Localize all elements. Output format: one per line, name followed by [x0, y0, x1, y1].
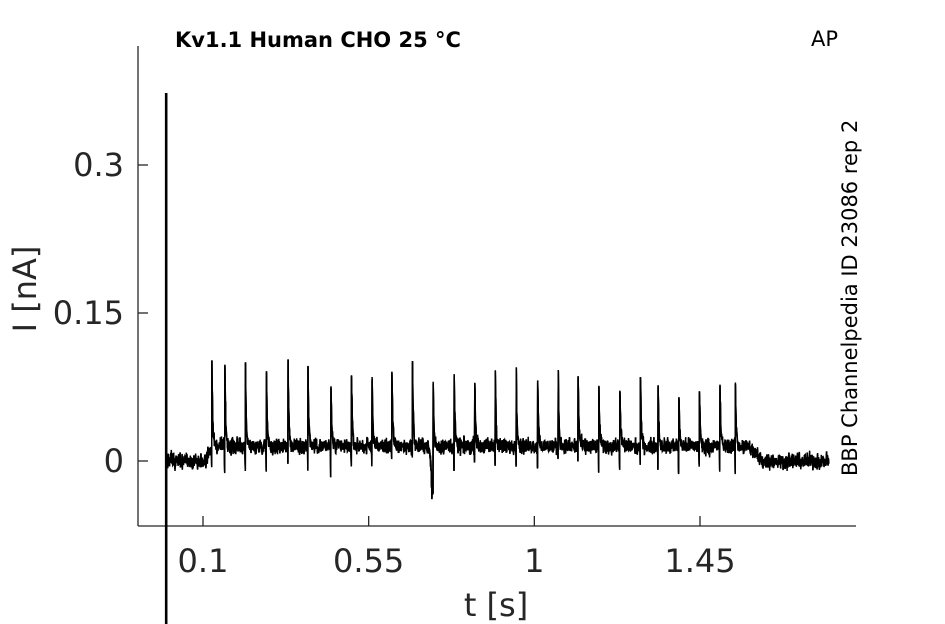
current-trace-series	[165, 359, 830, 500]
side-label: BBP Channelpedia ID 23086 rep 2	[838, 120, 862, 476]
y-axis-label: I [nA]	[6, 246, 44, 333]
y-tick-label: 0	[104, 442, 124, 480]
x-axis-label: t [s]	[464, 586, 528, 624]
x-tick-label: 0.1	[178, 542, 229, 580]
current-trace-group	[165, 359, 830, 500]
chart-title: Kv1.1 Human CHO 25 °C	[175, 28, 461, 52]
y-ticks: 0 0.15 0.3	[53, 146, 148, 480]
protocol-label: AP	[811, 27, 838, 51]
x-ticks: 0.1 0.55 1 1.45	[178, 516, 736, 580]
x-tick-label: 1.45	[664, 542, 735, 580]
x-tick-label: 0.55	[333, 542, 404, 580]
x-tick-label: 1	[524, 542, 544, 580]
y-tick-label: 0.15	[53, 294, 124, 332]
y-tick-label: 0.3	[73, 146, 124, 184]
